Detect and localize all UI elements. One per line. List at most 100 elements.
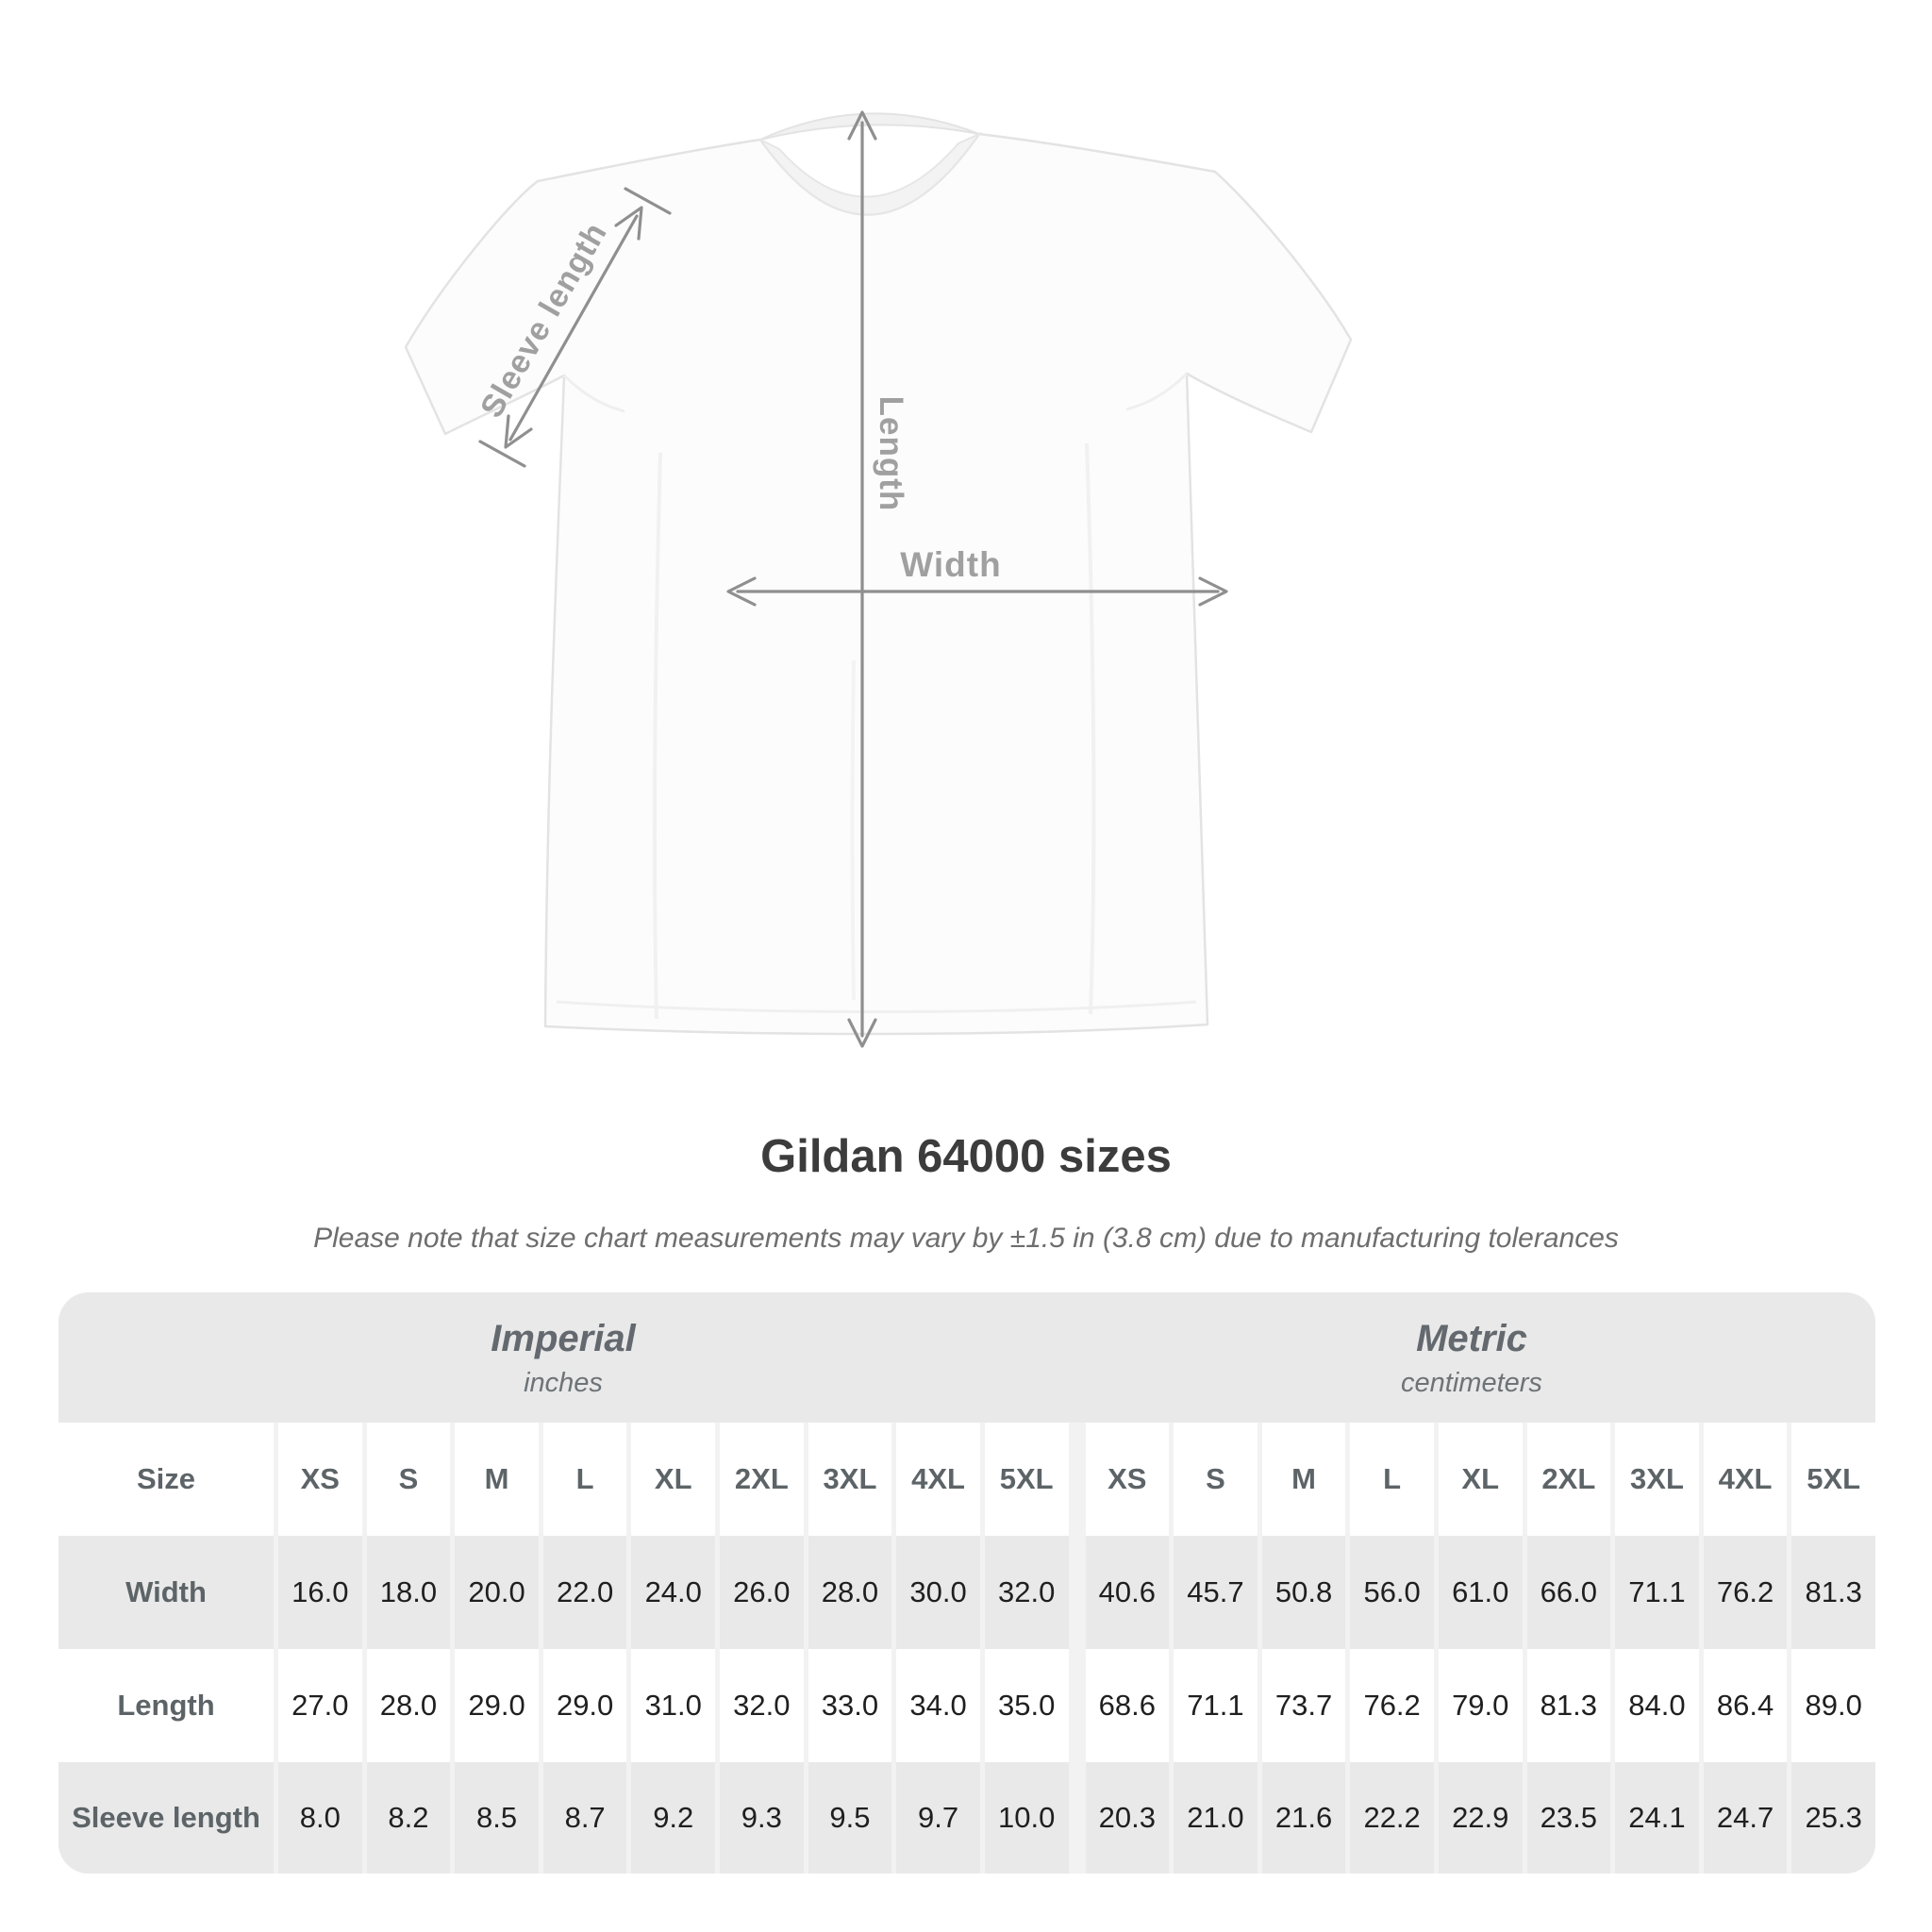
size-cell: 4XL <box>1703 1423 1788 1536</box>
value-cell: 24.7 <box>1703 1762 1788 1874</box>
value-cell: 9.2 <box>631 1762 716 1874</box>
metric-section-unit: centimeters <box>1401 1367 1542 1398</box>
value-cell: 25.3 <box>1791 1762 1875 1874</box>
value-cell: 20.3 <box>1085 1762 1170 1874</box>
value-cell: 23.5 <box>1526 1762 1611 1874</box>
value-cell: 28.0 <box>366 1649 451 1762</box>
row-label: Sleeve length <box>58 1762 274 1874</box>
table-row: Sleeve length 8.0 8.2 8.5 8.7 9.2 9.3 9.5 9.7 10.… <box>58 1762 1875 1874</box>
value-cell: 81.3 <box>1526 1649 1611 1762</box>
size-cell: 5XL <box>984 1423 1069 1536</box>
value-cell: 28.0 <box>808 1536 892 1649</box>
size-corner-label: Size <box>58 1423 274 1536</box>
metric-section-header: Metric centimeters <box>1068 1292 1875 1423</box>
value-cell: 20.0 <box>455 1536 539 1649</box>
table-row: Length 27.0 28.0 29.0 29.0 31.0 32.0 33.0 34.0 35… <box>58 1649 1875 1762</box>
value-cell: 24.0 <box>631 1536 716 1649</box>
section-spacer <box>1074 1762 1081 1874</box>
size-cell: XL <box>631 1423 716 1536</box>
value-cell: 32.0 <box>720 1649 804 1762</box>
size-cell: 2XL <box>1526 1423 1611 1536</box>
value-cell: 34.0 <box>896 1649 980 1762</box>
tshirt-image <box>404 112 1353 1036</box>
size-header-row: Size XS S M L XL 2XL 3XL 4XL 5XL XS S M L XL 2XL 3XL 4XL… <box>58 1423 1875 1536</box>
value-cell: 8.0 <box>278 1762 362 1874</box>
size-table: Imperial inches Metric centimeters Size … <box>58 1292 1875 1874</box>
imperial-section-title: Imperial <box>491 1317 636 1359</box>
value-cell: 76.2 <box>1703 1536 1788 1649</box>
value-cell: 27.0 <box>278 1649 362 1762</box>
value-cell: 73.7 <box>1261 1649 1346 1762</box>
section-spacer <box>1074 1536 1081 1649</box>
value-cell: 66.0 <box>1526 1536 1611 1649</box>
value-cell: 26.0 <box>720 1536 804 1649</box>
value-cell: 89.0 <box>1791 1649 1875 1762</box>
value-cell: 22.2 <box>1350 1762 1434 1874</box>
value-cell: 8.2 <box>366 1762 451 1874</box>
row-label: Width <box>58 1536 274 1649</box>
size-cell: L <box>542 1423 627 1536</box>
value-cell: 22.9 <box>1438 1762 1523 1874</box>
value-cell: 81.3 <box>1791 1536 1875 1649</box>
width-label: Width <box>900 545 1002 584</box>
size-cell: 3XL <box>808 1423 892 1536</box>
value-cell: 84.0 <box>1615 1649 1699 1762</box>
value-cell: 22.0 <box>542 1536 627 1649</box>
value-cell: 32.0 <box>984 1536 1069 1649</box>
value-cell: 9.3 <box>720 1762 804 1874</box>
value-cell: 76.2 <box>1350 1649 1434 1762</box>
size-cell: S <box>1174 1423 1257 1536</box>
value-cell: 71.1 <box>1174 1649 1257 1762</box>
value-cell: 61.0 <box>1438 1536 1523 1649</box>
table-row: Width 16.0 18.0 20.0 22.0 24.0 26.0 28.0 30.0 32.… <box>58 1536 1875 1649</box>
unit-header-band: Imperial inches Metric centimeters <box>58 1292 1875 1423</box>
value-cell: 35.0 <box>984 1649 1069 1762</box>
value-cell: 45.7 <box>1174 1536 1257 1649</box>
length-dimension-line <box>847 110 877 1048</box>
value-cell: 79.0 <box>1438 1649 1523 1762</box>
length-label: Length <box>873 395 909 512</box>
value-cell: 16.0 <box>278 1536 362 1649</box>
size-cell: S <box>366 1423 451 1536</box>
value-cell: 56.0 <box>1350 1536 1434 1649</box>
value-cell: 29.0 <box>455 1649 539 1762</box>
value-cell: 8.7 <box>542 1762 627 1874</box>
sleeve-dimension-line <box>478 187 672 468</box>
size-cell: 3XL <box>1615 1423 1699 1536</box>
value-cell: 9.5 <box>808 1762 892 1874</box>
size-cell: 4XL <box>896 1423 980 1536</box>
value-cell: 8.5 <box>455 1762 539 1874</box>
value-cell: 40.6 <box>1085 1536 1170 1649</box>
size-cell: XL <box>1438 1423 1523 1536</box>
value-cell: 21.0 <box>1174 1762 1257 1874</box>
value-cell: 31.0 <box>631 1649 716 1762</box>
size-cell: XS <box>1085 1423 1170 1536</box>
size-cell: XS <box>278 1423 362 1536</box>
value-cell: 86.4 <box>1703 1649 1788 1762</box>
section-spacer <box>1074 1649 1081 1762</box>
width-dimension-line <box>726 576 1228 607</box>
value-cell: 18.0 <box>366 1536 451 1649</box>
value-cell: 29.0 <box>542 1649 627 1762</box>
value-cell: 71.1 <box>1615 1536 1699 1649</box>
tolerance-note: Please note that size chart measurements… <box>313 1223 1619 1254</box>
table-rows: Width 16.0 18.0 20.0 22.0 24.0 26.0 28.0 30.0 32.… <box>58 1536 1875 1874</box>
value-cell: 33.0 <box>808 1649 892 1762</box>
size-cell: L <box>1350 1423 1434 1536</box>
value-cell: 21.6 <box>1261 1762 1346 1874</box>
imperial-section-unit: inches <box>524 1367 603 1398</box>
size-cell: M <box>1261 1423 1346 1536</box>
value-cell: 30.0 <box>896 1536 980 1649</box>
value-cell: 68.6 <box>1085 1649 1170 1762</box>
metric-section-title: Metric <box>1416 1317 1527 1359</box>
value-cell: 9.7 <box>896 1762 980 1874</box>
section-spacer <box>1074 1423 1081 1536</box>
value-cell: 50.8 <box>1261 1536 1346 1649</box>
row-label: Length <box>58 1649 274 1762</box>
value-cell: 10.0 <box>984 1762 1069 1874</box>
size-cell: 5XL <box>1791 1423 1875 1536</box>
imperial-section-header: Imperial inches <box>58 1292 1068 1423</box>
page-title: Gildan 64000 sizes <box>760 1131 1172 1182</box>
